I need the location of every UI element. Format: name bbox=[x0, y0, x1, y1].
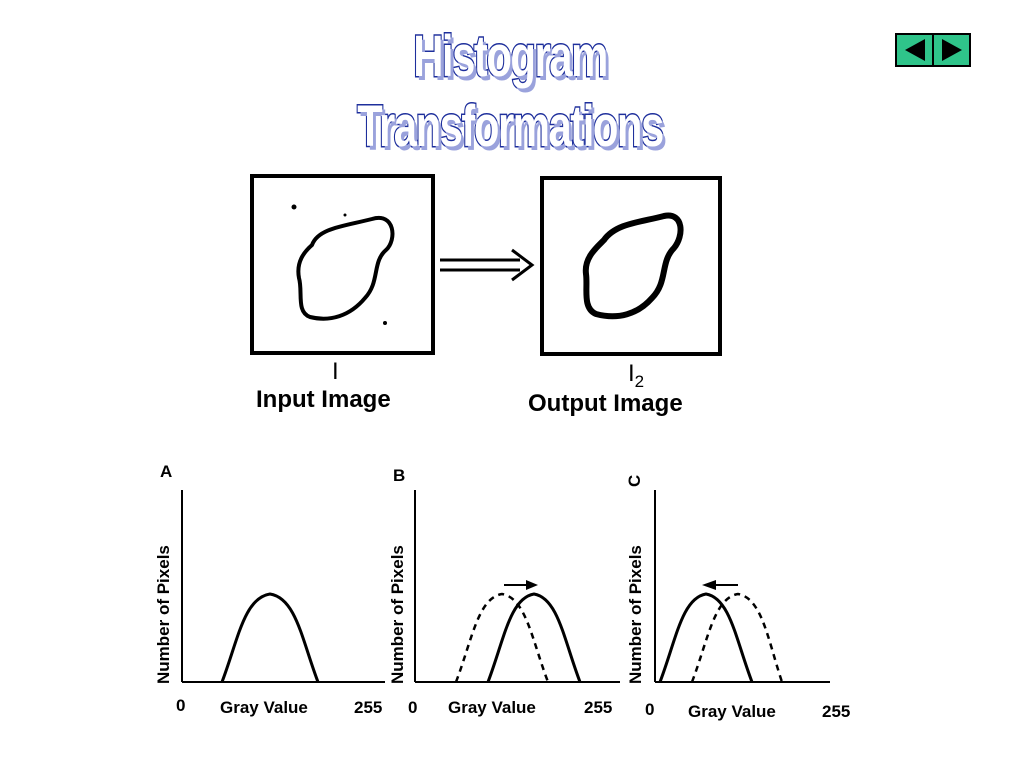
triangle-right-icon bbox=[941, 39, 962, 61]
double-arrow-right-icon bbox=[440, 248, 535, 282]
output-image-caption: Output Image bbox=[528, 390, 683, 417]
histogram-curve-shifted bbox=[658, 592, 754, 683]
panel-a-ylabel: Number of Pixels bbox=[154, 545, 173, 684]
panel-c-xmin: 0 bbox=[645, 700, 655, 719]
panel-c-ylabel: Number of Pixels bbox=[626, 545, 645, 684]
next-slide-button[interactable] bbox=[933, 34, 970, 66]
panel-c-xlabel: Gray Value bbox=[688, 702, 776, 721]
panel-c-letter: C bbox=[625, 474, 644, 487]
histogram-curve-original bbox=[690, 592, 784, 683]
input-image-noise bbox=[343, 213, 347, 217]
output-image-frame bbox=[540, 176, 722, 356]
histogram-curve bbox=[220, 592, 320, 683]
input-image-frame bbox=[250, 174, 435, 355]
slide-navigation bbox=[895, 33, 971, 67]
panel-b-letter: B bbox=[393, 466, 406, 485]
input-image-symbol: I bbox=[332, 358, 339, 385]
input-image-blob bbox=[296, 215, 395, 321]
input-image-noise bbox=[291, 204, 297, 210]
shift-arrow-head bbox=[702, 580, 716, 590]
panel-b-xmax: 255 bbox=[584, 698, 613, 717]
output-image-blob bbox=[582, 212, 684, 320]
histogram-panel-c bbox=[654, 490, 830, 683]
panel-a-letter: A bbox=[160, 462, 173, 481]
panel-b-xlabel: Gray Value bbox=[448, 698, 536, 717]
prev-slide-button[interactable] bbox=[896, 34, 933, 66]
input-image-noise bbox=[383, 321, 387, 325]
panel-a-xlabel: Gray Value bbox=[220, 698, 308, 717]
histogram-panel-b bbox=[414, 490, 620, 683]
histogram-curve-shifted bbox=[486, 592, 582, 683]
input-image-caption: Input Image bbox=[256, 386, 391, 413]
panel-b-xmin: 0 bbox=[408, 698, 418, 717]
panel-a-xmax: 255 bbox=[354, 698, 383, 717]
output-image-subscript: 2 bbox=[634, 372, 645, 391]
triangle-left-icon bbox=[904, 39, 925, 61]
shift-arrow-head bbox=[526, 580, 538, 590]
slide-title: Histogram Transformations bbox=[356, 23, 665, 161]
histogram-panel-a bbox=[181, 490, 385, 683]
panel-b-ylabel: Number of Pixels bbox=[388, 545, 407, 684]
panel-a-xmin: 0 bbox=[176, 696, 186, 715]
output-image-symbol: I2 bbox=[628, 360, 645, 391]
panel-c-xmax: 255 bbox=[822, 702, 851, 721]
histogram-curve-original bbox=[454, 592, 550, 683]
